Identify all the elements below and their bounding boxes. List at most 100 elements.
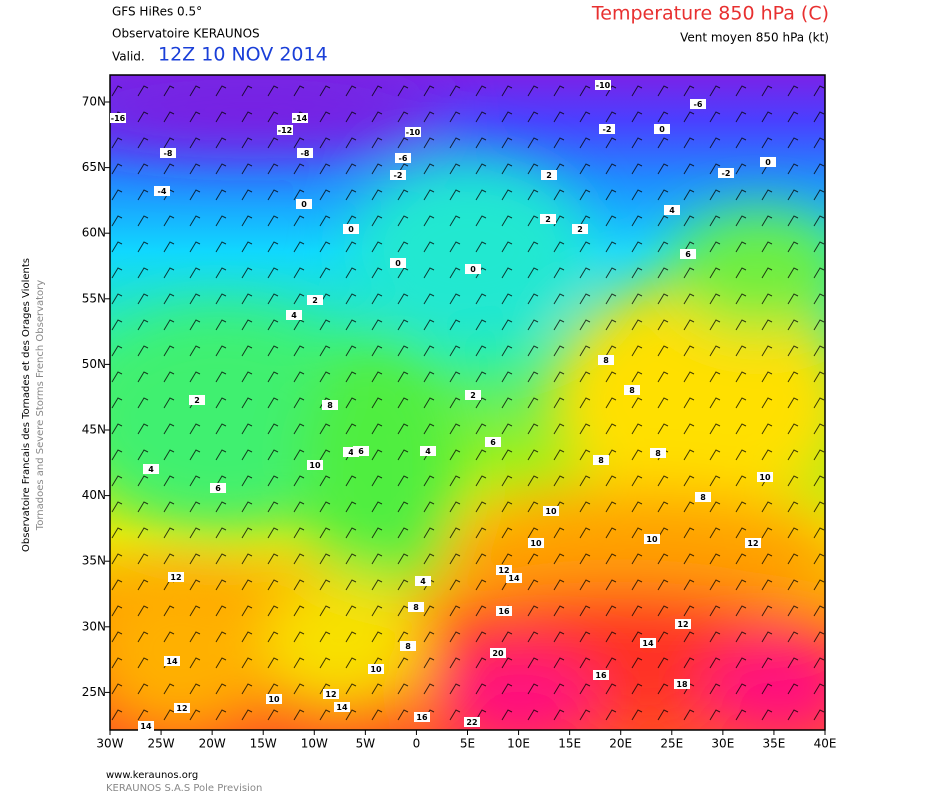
contour-label-box [572, 224, 588, 234]
contour-label-text: 4 [425, 447, 431, 456]
contour-label: 4 [143, 464, 159, 474]
contour-label-text: -4 [158, 187, 167, 196]
contour-label-box [595, 80, 611, 90]
contour-label-box [485, 437, 501, 447]
contour-label-text: 8 [655, 449, 661, 458]
contour-label: 12 [745, 538, 761, 548]
map-subtitle: Vent moyen 850 hPa (kt) [680, 31, 829, 45]
contour-label: 6 [210, 483, 226, 493]
contour-label-text: 8 [405, 642, 411, 651]
contour-label-box [322, 400, 338, 410]
contour-label-text: 16 [416, 713, 428, 722]
contour-label-box [415, 576, 431, 586]
lon-label: 20E [609, 737, 632, 751]
contour-label: -8 [297, 148, 313, 158]
contour-label: 10 [368, 664, 384, 674]
contour-label-box [540, 214, 556, 224]
valid-date: 12Z 10 NOV 2014 [158, 44, 328, 66]
contour-label-text: 16 [498, 607, 510, 616]
contour-label-text: 4 [420, 577, 426, 586]
contour-label: 8 [322, 400, 338, 410]
contour-label-text: -2 [603, 125, 612, 134]
contour-label-box [599, 124, 615, 134]
contour-label-box [690, 99, 706, 109]
contour-label-text: 10 [370, 665, 382, 674]
contour-label: 10 [644, 534, 660, 544]
contour-label-box [286, 310, 302, 320]
contour-label-text: 8 [327, 401, 333, 410]
contour-label-box [395, 153, 411, 163]
contour-label: 0 [465, 264, 481, 274]
contour-label-box [210, 483, 226, 493]
contour-label-text: 22 [466, 718, 477, 727]
contour-label-box [644, 534, 660, 544]
contour-label-text: 12 [325, 690, 336, 699]
contour-label-text: 0 [395, 259, 401, 268]
lon-label: 15W [250, 737, 277, 751]
lon-label: 20W [199, 737, 226, 751]
contour-label-text: 4 [348, 448, 354, 457]
contour-label-text: 8 [603, 356, 609, 365]
contour-label-text: -6 [694, 100, 703, 109]
lon-label: 15E [558, 737, 581, 751]
contour-label-box [296, 199, 312, 209]
contour-label-box [745, 538, 761, 548]
contour-label-text: -16 [111, 114, 126, 123]
contour-label: 8 [408, 602, 424, 612]
contour-label-box [680, 249, 696, 259]
contour-label: 0 [760, 157, 776, 167]
contour-label-box [307, 295, 323, 305]
contour-label: -10 [595, 80, 611, 90]
contour-label-text: 10 [309, 461, 321, 470]
contour-label-box [408, 602, 424, 612]
contour-label: 8 [400, 641, 416, 651]
contour-label-text: -8 [164, 149, 173, 158]
lat-label: 55N [82, 291, 106, 305]
contour-label: -2 [599, 124, 615, 134]
contour-label-text: 12 [677, 620, 688, 629]
contour-label-box [654, 124, 670, 134]
lon-label: 30W [96, 737, 123, 751]
lon-label: 5E [460, 737, 475, 751]
lon-label: 0 [413, 737, 421, 751]
contour-label: 12 [174, 703, 190, 713]
contour-label: 14 [640, 638, 656, 648]
contour-label: 2 [572, 224, 588, 234]
contour-label-text: 10 [268, 695, 280, 704]
contour-label-text: 6 [490, 438, 496, 447]
contour-label-box [297, 148, 313, 158]
contour-label-text: -6 [399, 154, 408, 163]
contour-label: 2 [189, 395, 205, 405]
contour-label: 8 [624, 385, 640, 395]
contour-label: -2 [718, 168, 734, 178]
contour-label: 2 [465, 390, 481, 400]
contour-label: 12 [168, 572, 184, 582]
lat-label: 65N [82, 160, 106, 174]
contour-label-text: 4 [291, 311, 297, 320]
contour-label-box [405, 127, 421, 137]
contour-label: 8 [650, 448, 666, 458]
contour-label: 12 [323, 689, 339, 699]
contour-label-text: 0 [470, 265, 476, 274]
contour-label-text: 12 [170, 573, 181, 582]
contour-label-box [664, 205, 680, 215]
contour-label-text: 2 [577, 225, 583, 234]
footer-company: KERAUNOS S.A.S Pole Prevision [106, 783, 262, 794]
contour-label: -8 [160, 148, 176, 158]
lon-label: 5W [356, 737, 376, 751]
contour-label-box [390, 258, 406, 268]
lat-label: 25N [82, 685, 106, 699]
contour-label-box [334, 702, 350, 712]
contour-label-box [543, 506, 559, 516]
contour-label-text: 8 [598, 456, 604, 465]
contour-label-text: 0 [301, 200, 307, 209]
contour-label-box [390, 170, 406, 180]
contour-label: 8 [593, 455, 609, 465]
contour-label-text: 10 [545, 507, 557, 516]
contour-label-box [624, 385, 640, 395]
contour-label-text: 2 [312, 296, 318, 305]
contour-label-box [465, 390, 481, 400]
contour-label: 6 [353, 446, 369, 456]
contour-label-box [541, 170, 557, 180]
contour-label: 10 [543, 506, 559, 516]
